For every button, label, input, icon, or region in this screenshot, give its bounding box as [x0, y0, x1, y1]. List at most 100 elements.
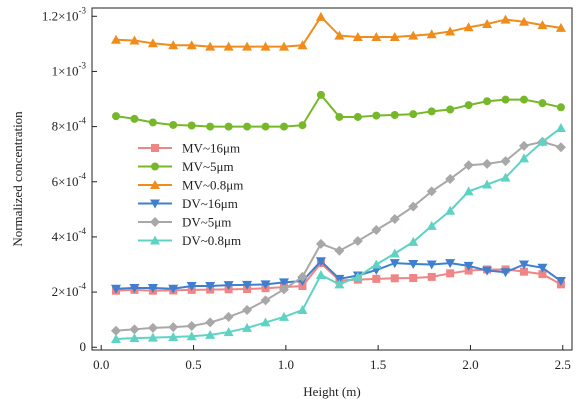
- data-point: [390, 111, 399, 120]
- data-point: [556, 103, 565, 112]
- data-point: [279, 311, 289, 321]
- data-point: [243, 122, 252, 131]
- data-point: [538, 99, 547, 108]
- data-point: [260, 41, 271, 51]
- y-tick-label: 1×10-3: [52, 60, 87, 78]
- data-point: [352, 31, 363, 41]
- data-point: [409, 274, 418, 283]
- legend-label: DV~0.8μm: [182, 233, 241, 248]
- data-point: [315, 257, 326, 267]
- data-point: [315, 269, 326, 279]
- y-tick-label: 2×10-4: [52, 281, 87, 299]
- data-point: [147, 283, 158, 293]
- data-point: [129, 35, 140, 45]
- legend-label: DV~5μm: [182, 215, 231, 230]
- data-point: [446, 269, 455, 278]
- data-point: [187, 121, 196, 130]
- data-point: [260, 317, 271, 327]
- data-point: [445, 26, 456, 36]
- data-point: [223, 327, 234, 337]
- data-point: [408, 236, 419, 246]
- y-tick-label: 8×10-4: [52, 116, 87, 134]
- series-3: [111, 257, 566, 294]
- data-point: [500, 268, 511, 278]
- series-5: [111, 122, 566, 343]
- data-point: [352, 236, 363, 247]
- data-point: [519, 153, 529, 163]
- data-point: [297, 271, 308, 282]
- data-point: [520, 267, 528, 276]
- data-point: [297, 40, 308, 50]
- series-1: [112, 90, 565, 131]
- series-layer: [111, 11, 566, 343]
- data-point: [463, 186, 474, 196]
- data-point: [334, 245, 345, 256]
- data-point: [260, 295, 271, 306]
- data-point: [483, 97, 492, 106]
- data-point: [371, 31, 382, 41]
- data-point: [501, 95, 510, 104]
- data-point: [129, 283, 140, 293]
- data-point: [426, 260, 437, 270]
- data-point: [315, 238, 326, 249]
- y-tick-label: 0: [80, 339, 87, 354]
- data-point: [519, 140, 529, 151]
- data-point: [242, 322, 253, 332]
- data-point: [463, 160, 474, 171]
- data-point: [129, 324, 140, 335]
- data-point: [389, 213, 400, 224]
- data-point: [482, 179, 493, 189]
- data-point: [169, 120, 178, 129]
- y-tick-label: 4×10-4: [52, 226, 87, 244]
- data-point: [279, 278, 289, 288]
- data-point: [111, 34, 121, 44]
- data-point: [426, 29, 437, 39]
- data-point: [371, 259, 382, 269]
- data-point: [427, 107, 436, 116]
- x-tick-label: 0.5: [185, 357, 201, 372]
- y-tick-label: 1.2×10-3: [42, 5, 87, 23]
- data-point: [519, 16, 529, 26]
- legend-marker: [150, 235, 160, 245]
- data-point: [111, 325, 121, 336]
- data-point: [130, 114, 139, 123]
- data-point: [482, 18, 493, 28]
- data-point: [261, 122, 270, 131]
- data-point: [297, 305, 308, 315]
- legend-item: DV~16μm: [138, 196, 238, 211]
- legend-marker: [150, 199, 160, 209]
- data-point: [537, 263, 548, 273]
- legend-label: MV~5μm: [182, 159, 234, 174]
- data-point: [260, 280, 271, 290]
- legend-item: DV~0.8μm: [138, 233, 241, 248]
- x-tick-label: 1.0: [278, 357, 294, 372]
- data-point: [426, 186, 437, 197]
- data-point: [445, 174, 456, 184]
- data-point: [280, 122, 288, 131]
- data-point: [147, 332, 158, 342]
- data-point: [520, 95, 528, 104]
- data-point: [445, 205, 456, 215]
- data-point: [112, 112, 120, 121]
- data-point: [335, 112, 344, 121]
- legend-item: MV~5μm: [138, 159, 234, 174]
- data-point: [279, 41, 289, 51]
- data-point: [426, 220, 437, 230]
- axis-layer: 0.0 0.5 1.0 1.5 2.0 2.5 0 2×10-4 4×10-4 6×10-4 8×1…: [42, 5, 571, 372]
- data-point: [129, 333, 140, 343]
- data-point: [555, 122, 566, 132]
- y-tick-label: 6×10-4: [52, 171, 87, 189]
- legend-marker: [151, 144, 159, 152]
- data-point: [334, 30, 345, 40]
- legend-label: DV~16μm: [182, 196, 238, 211]
- data-point: [555, 277, 566, 287]
- data-point: [519, 260, 529, 270]
- y-axis-label: Normalized concentration: [10, 111, 25, 247]
- data-point: [389, 31, 400, 41]
- data-point: [482, 158, 493, 169]
- series-2: [111, 11, 566, 51]
- data-point: [111, 333, 121, 343]
- data-point: [463, 22, 474, 32]
- data-point: [372, 274, 381, 283]
